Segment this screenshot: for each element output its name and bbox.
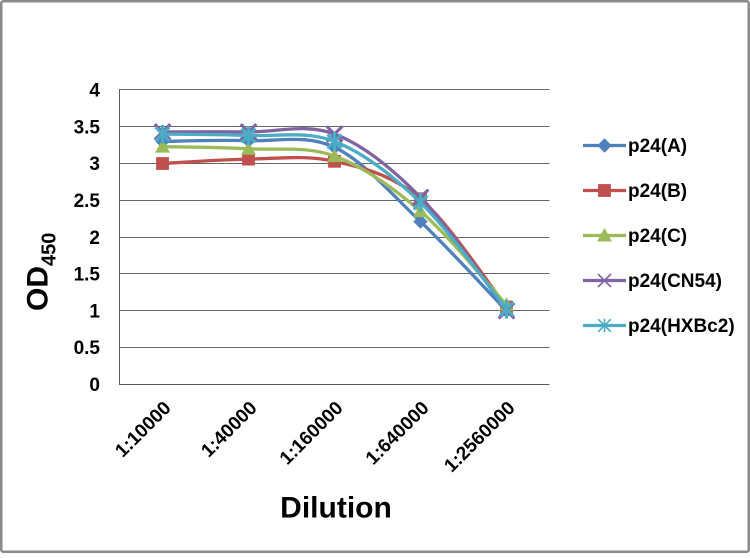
svg-text:0.5: 0.5 — [74, 338, 101, 359]
svg-text:p24(B): p24(B) — [628, 181, 687, 202]
svg-text:0: 0 — [89, 375, 100, 396]
svg-text:p24(HXBc2): p24(HXBc2) — [628, 316, 735, 337]
svg-text:3.5: 3.5 — [74, 117, 101, 138]
svg-text:4: 4 — [89, 81, 100, 102]
svg-text:3: 3 — [89, 154, 100, 175]
svg-text:2: 2 — [89, 228, 100, 249]
svg-text:Dilution: Dilution — [280, 492, 392, 525]
svg-text:2.5: 2.5 — [74, 191, 101, 212]
svg-text:p24(C): p24(C) — [628, 226, 687, 247]
svg-text:1.5: 1.5 — [74, 265, 101, 286]
svg-text:p24(A): p24(A) — [628, 136, 687, 157]
svg-text:p24(CN54): p24(CN54) — [628, 271, 722, 292]
svg-text:1: 1 — [89, 301, 100, 322]
